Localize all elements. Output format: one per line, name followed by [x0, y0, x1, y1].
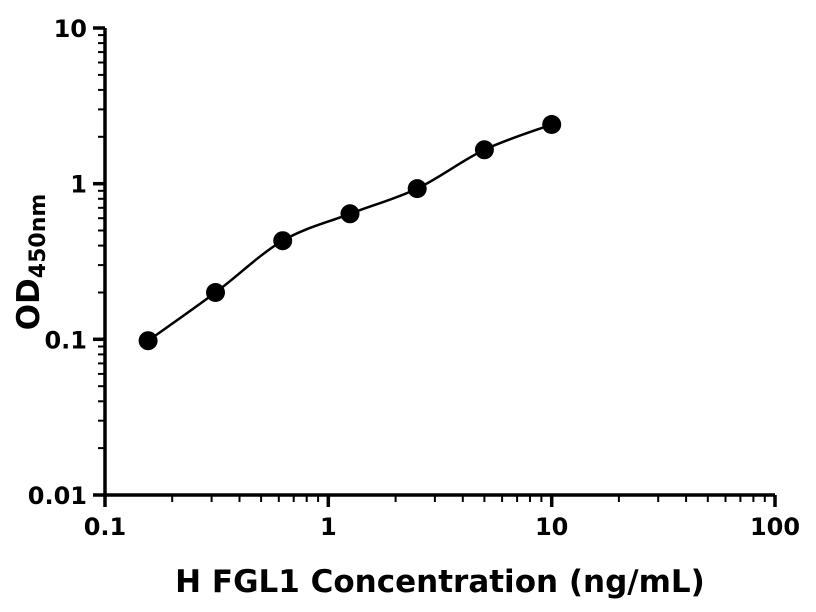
data-point [542, 115, 562, 134]
y-tick-label: 0.01 [28, 482, 87, 510]
y-axis-title: OD450nm [11, 194, 51, 331]
x-axis-title: H FGL1 Concentration (ng/mL) [175, 564, 705, 600]
x-tick-label: 10 [535, 513, 568, 541]
data-point [407, 179, 427, 199]
axis-spine [103, 28, 775, 497]
y-axis-title-main: OD [11, 278, 47, 331]
fit-curve [147, 123, 553, 342]
data-point [273, 231, 293, 251]
data-point [474, 140, 494, 160]
data-point [206, 283, 225, 302]
y-tick-label: 0.1 [44, 326, 87, 354]
data-point [138, 331, 158, 351]
x-tick-label: 1 [320, 513, 337, 541]
y-tick-label: 1 [70, 171, 87, 199]
x-tick-label: 0.1 [84, 513, 127, 541]
y-tick-label: 10 [54, 15, 87, 43]
x-tick-label: 100 [750, 513, 800, 541]
data-point [340, 204, 360, 224]
y-axis-title-subscript: 450nm [26, 193, 51, 279]
